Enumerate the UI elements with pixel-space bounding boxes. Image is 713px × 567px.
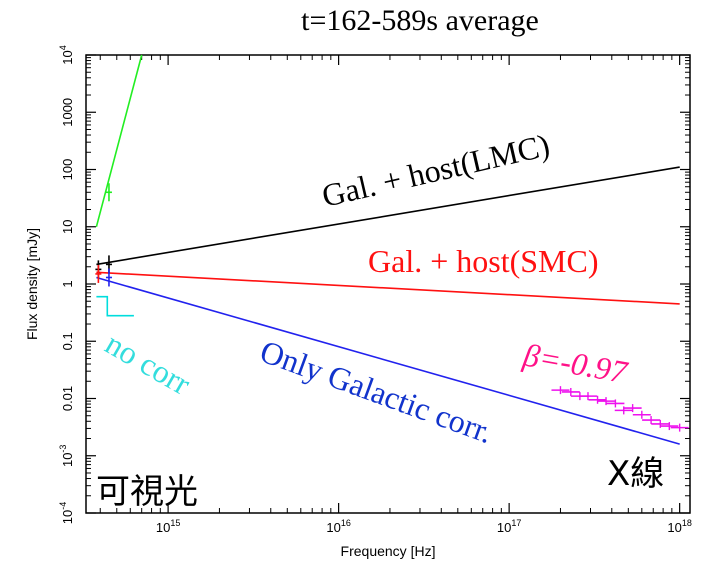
annotation-no-corr: no corr — [100, 325, 198, 402]
annotation-smc: Gal. + host(SMC) — [368, 243, 599, 279]
annotation-lmc: Gal. + host(LMC) — [318, 126, 552, 213]
x-axis-ticks: 1015 1016 1017 1018 — [99, 55, 692, 535]
annotation-galactic: Only Galactic corr. — [256, 333, 498, 450]
x-axis-label: Frequency [Hz] — [341, 543, 436, 559]
y-tick-label: 0.01 — [60, 386, 75, 411]
data-points — [95, 183, 689, 432]
y-axis-label: Flux density [mJy] — [24, 228, 40, 340]
y-tick-label: 10-4 — [58, 502, 75, 524]
x-tick-label: 1016 — [326, 518, 350, 535]
series-line-3 — [96, 276, 680, 445]
annotation-beta: β=-0.97 — [520, 336, 632, 390]
xray-band-label: X線 — [607, 454, 664, 494]
y-tick-label: 10-3 — [58, 445, 75, 467]
plot-frame — [85, 54, 691, 514]
y-tick-label: 1 — [60, 280, 75, 287]
y-tick-label: 100 — [60, 159, 75, 181]
series-lines — [95, 54, 680, 445]
y-axis-ticks: 10-4 10-3 0.01 0.1 1 10 100 1000 104 — [58, 45, 690, 524]
series-line-0 — [95, 54, 143, 228]
series-line-2 — [96, 271, 680, 305]
series-line-4 — [96, 295, 134, 317]
series-line-1 — [96, 166, 680, 266]
optical-band-label: 可視光 — [96, 472, 198, 512]
y-tick-label: 1000 — [60, 98, 75, 127]
y-tick-label: 0.1 — [60, 332, 75, 350]
x-tick-label: 1018 — [667, 518, 691, 535]
y-tick-label: 10 — [60, 220, 75, 234]
y-tick-label: 104 — [58, 45, 75, 64]
x-tick-label: 1015 — [156, 518, 180, 535]
chart-title: t=162-589s average — [301, 4, 539, 37]
x-tick-label: 1017 — [497, 518, 521, 535]
